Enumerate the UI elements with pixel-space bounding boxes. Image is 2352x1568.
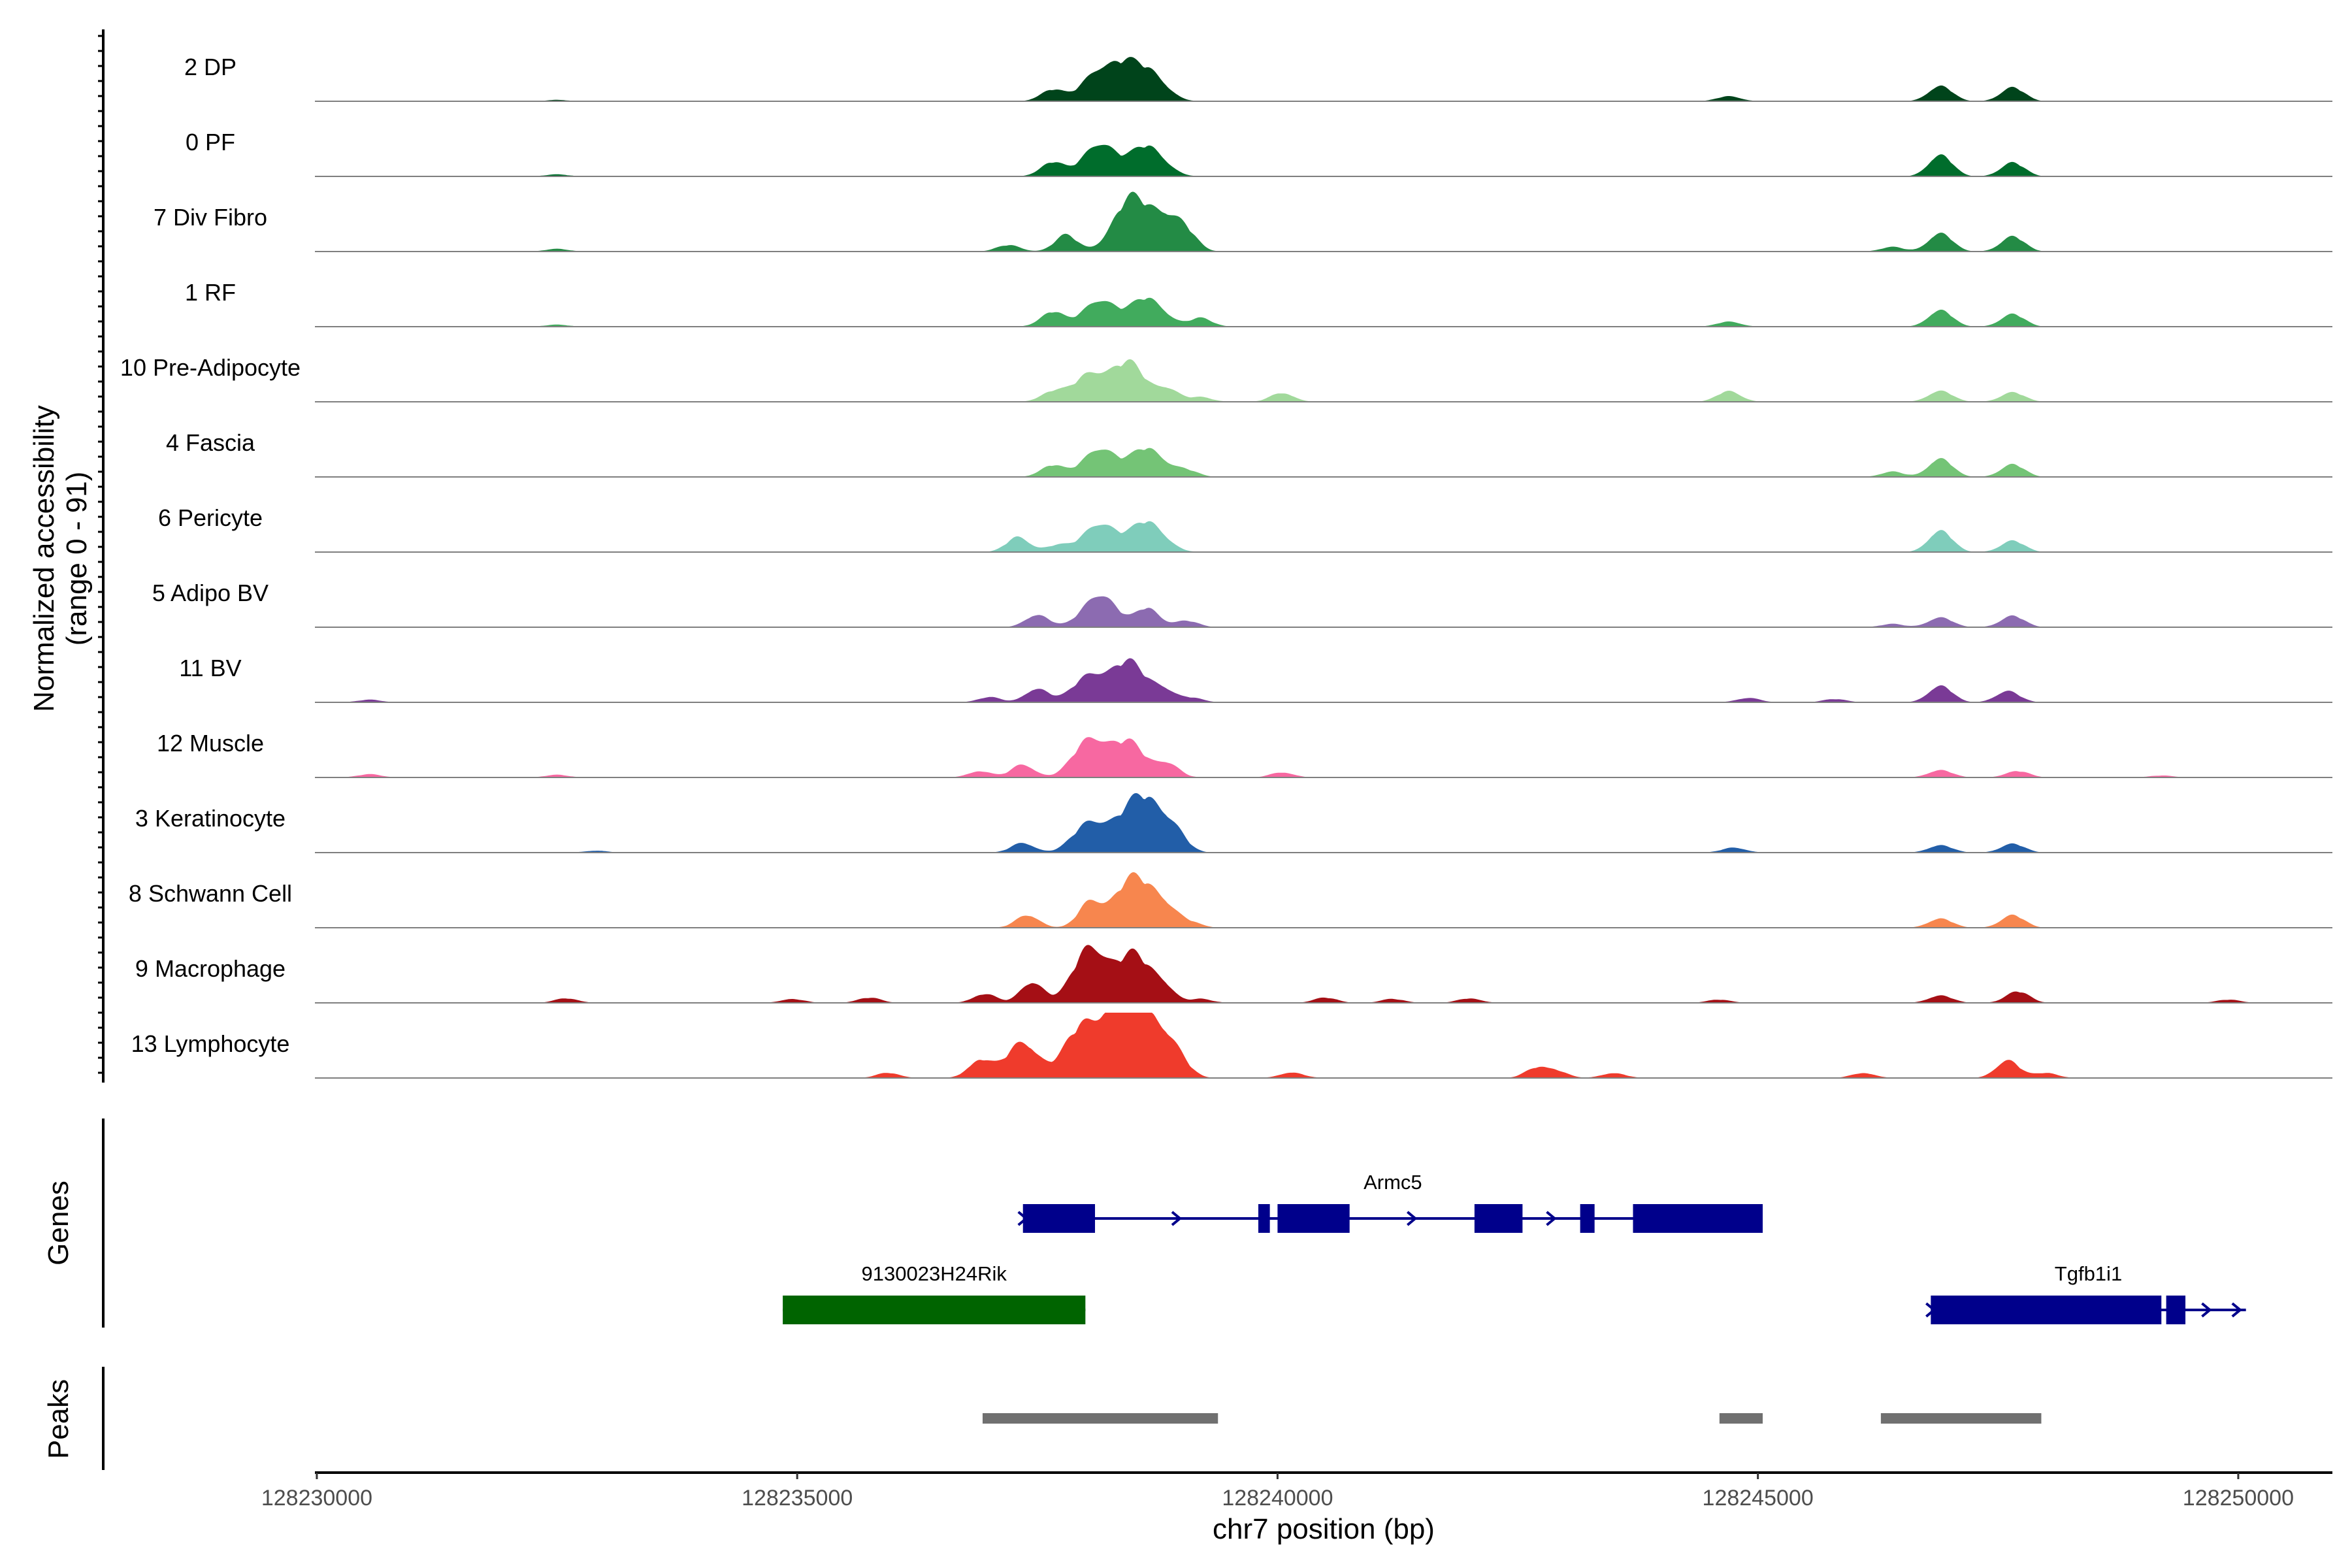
track-label: 6 Pericyte bbox=[158, 504, 263, 531]
coverage-track: 9 Macrophage bbox=[135, 945, 2332, 1004]
coverage-area bbox=[315, 144, 2332, 176]
gene-exon bbox=[1022, 1204, 1096, 1233]
strand-arrow bbox=[1925, 1302, 1936, 1318]
coverage-area bbox=[315, 872, 2332, 928]
coverage-area bbox=[315, 359, 2332, 402]
genes-panel-label: Genes bbox=[42, 1181, 74, 1266]
coverage-area bbox=[315, 596, 2332, 627]
track-label: 9 Macrophage bbox=[135, 955, 286, 982]
peak-region bbox=[1719, 1413, 1763, 1424]
peak-region bbox=[1880, 1413, 2042, 1424]
coverage-track: 3 Keratinocyte bbox=[135, 792, 2332, 853]
gene-exon bbox=[1633, 1204, 1763, 1233]
track-label: 1 RF bbox=[185, 279, 236, 306]
x-tick-label: 128245000 bbox=[1703, 1486, 1814, 1511]
track-label: 7 Div Fibro bbox=[154, 204, 267, 231]
peak-region bbox=[982, 1413, 1218, 1424]
coverage-area bbox=[315, 191, 2332, 252]
coverage-track: 2 DP bbox=[184, 54, 2332, 102]
coverage-area bbox=[315, 57, 2332, 101]
gene-label: Tgfb1i1 bbox=[2055, 1262, 2122, 1285]
strand-arrow bbox=[1017, 1211, 1028, 1226]
x-axis: 128230000 128235000 128240000 128245000 1282… bbox=[261, 1471, 2332, 1511]
strand-arrow bbox=[1546, 1211, 1557, 1226]
coverage-area bbox=[315, 297, 2332, 327]
track-label: 12 Muscle bbox=[157, 730, 264, 757]
gene-label: Armc5 bbox=[1364, 1171, 1422, 1194]
coverage-area bbox=[315, 658, 2332, 702]
coverage-track: 5 Adipo BV bbox=[152, 580, 2332, 628]
y-axis-title-line1: Normalized accessibility bbox=[28, 405, 60, 711]
gene-exon bbox=[1474, 1204, 1523, 1233]
coverage-area bbox=[315, 737, 2332, 777]
track-label: 13 Lymphocyte bbox=[131, 1030, 290, 1057]
gene-annotations: Armc5 9130023H24Rik Tgfb1i1 bbox=[783, 1171, 2246, 1324]
x-axis-title: chr7 position (bp) bbox=[1213, 1513, 1435, 1545]
x-tick-label: 128235000 bbox=[742, 1486, 853, 1511]
y-axis-title-line2: (range 0 - 91) bbox=[61, 472, 93, 646]
coverage-area bbox=[315, 448, 2332, 477]
coverage-track: 8 Schwann Cell bbox=[129, 872, 2332, 928]
track-label: 8 Schwann Cell bbox=[129, 880, 292, 907]
gene-label: 9130023H24Rik bbox=[862, 1262, 1007, 1285]
track-label: 11 BV bbox=[179, 655, 241, 681]
coverage-track: 1 RF bbox=[185, 279, 2332, 327]
track-label: 0 PF bbox=[186, 129, 235, 155]
gene-exon bbox=[1931, 1296, 2162, 1324]
coverage-track: 4 Fascia bbox=[166, 429, 2332, 478]
strand-arrow bbox=[2231, 1302, 2242, 1318]
coverage-track: 0 PF bbox=[186, 129, 2332, 177]
coverage-track: 7 Div Fibro bbox=[154, 191, 2332, 252]
y-axis-ticks bbox=[98, 35, 103, 1074]
gene-model: Tgfb1i1 bbox=[1925, 1262, 2246, 1324]
x-tick-label: 128230000 bbox=[261, 1486, 372, 1511]
coverage-area bbox=[315, 945, 2332, 1003]
x-axis-ticks: 128230000 128235000 128240000 128245000 1282… bbox=[261, 1473, 2294, 1511]
gene-model: 9130023H24Rik bbox=[783, 1262, 1086, 1324]
track-label: 2 DP bbox=[184, 54, 237, 80]
coverage-track: 6 Pericyte bbox=[158, 504, 2332, 553]
track-label: 5 Adipo BV bbox=[152, 580, 269, 606]
coverage-area bbox=[315, 1013, 2332, 1078]
peak-regions bbox=[982, 1413, 2042, 1424]
track-label: 10 Pre-Adipocyte bbox=[120, 354, 301, 381]
peaks-panel-label: Peaks bbox=[42, 1379, 74, 1459]
coverage-tracks: 2 DP 0 PF 7 Div Fibro 1 RF 10 Pre-Adipocyte 4… bbox=[120, 54, 2332, 1079]
gene-exon bbox=[783, 1296, 1086, 1324]
coverage-area bbox=[315, 792, 2332, 853]
gene-exon bbox=[1258, 1204, 1270, 1233]
coverage-track: 11 BV bbox=[179, 655, 2332, 703]
x-tick-label: 128240000 bbox=[1222, 1486, 1333, 1511]
strand-arrow bbox=[2201, 1302, 2212, 1318]
coverage-track: 12 Muscle bbox=[157, 730, 2332, 778]
track-label: 4 Fascia bbox=[166, 429, 255, 456]
coverage-track: 13 Lymphocyte bbox=[131, 1013, 2332, 1079]
gene-model: Armc5 bbox=[1017, 1171, 1763, 1233]
coverage-track: 10 Pre-Adipocyte bbox=[120, 354, 2332, 402]
gene-exon bbox=[2166, 1296, 2186, 1324]
strand-arrow bbox=[1171, 1211, 1183, 1226]
gene-exon bbox=[1580, 1204, 1595, 1233]
strand-arrow bbox=[1406, 1211, 1418, 1226]
track-label: 3 Keratinocyte bbox=[135, 805, 286, 832]
y-axis bbox=[98, 29, 105, 1083]
x-tick-label: 128250000 bbox=[2183, 1486, 2294, 1511]
gene-exon bbox=[1277, 1204, 1350, 1233]
coverage-area bbox=[315, 521, 2332, 552]
